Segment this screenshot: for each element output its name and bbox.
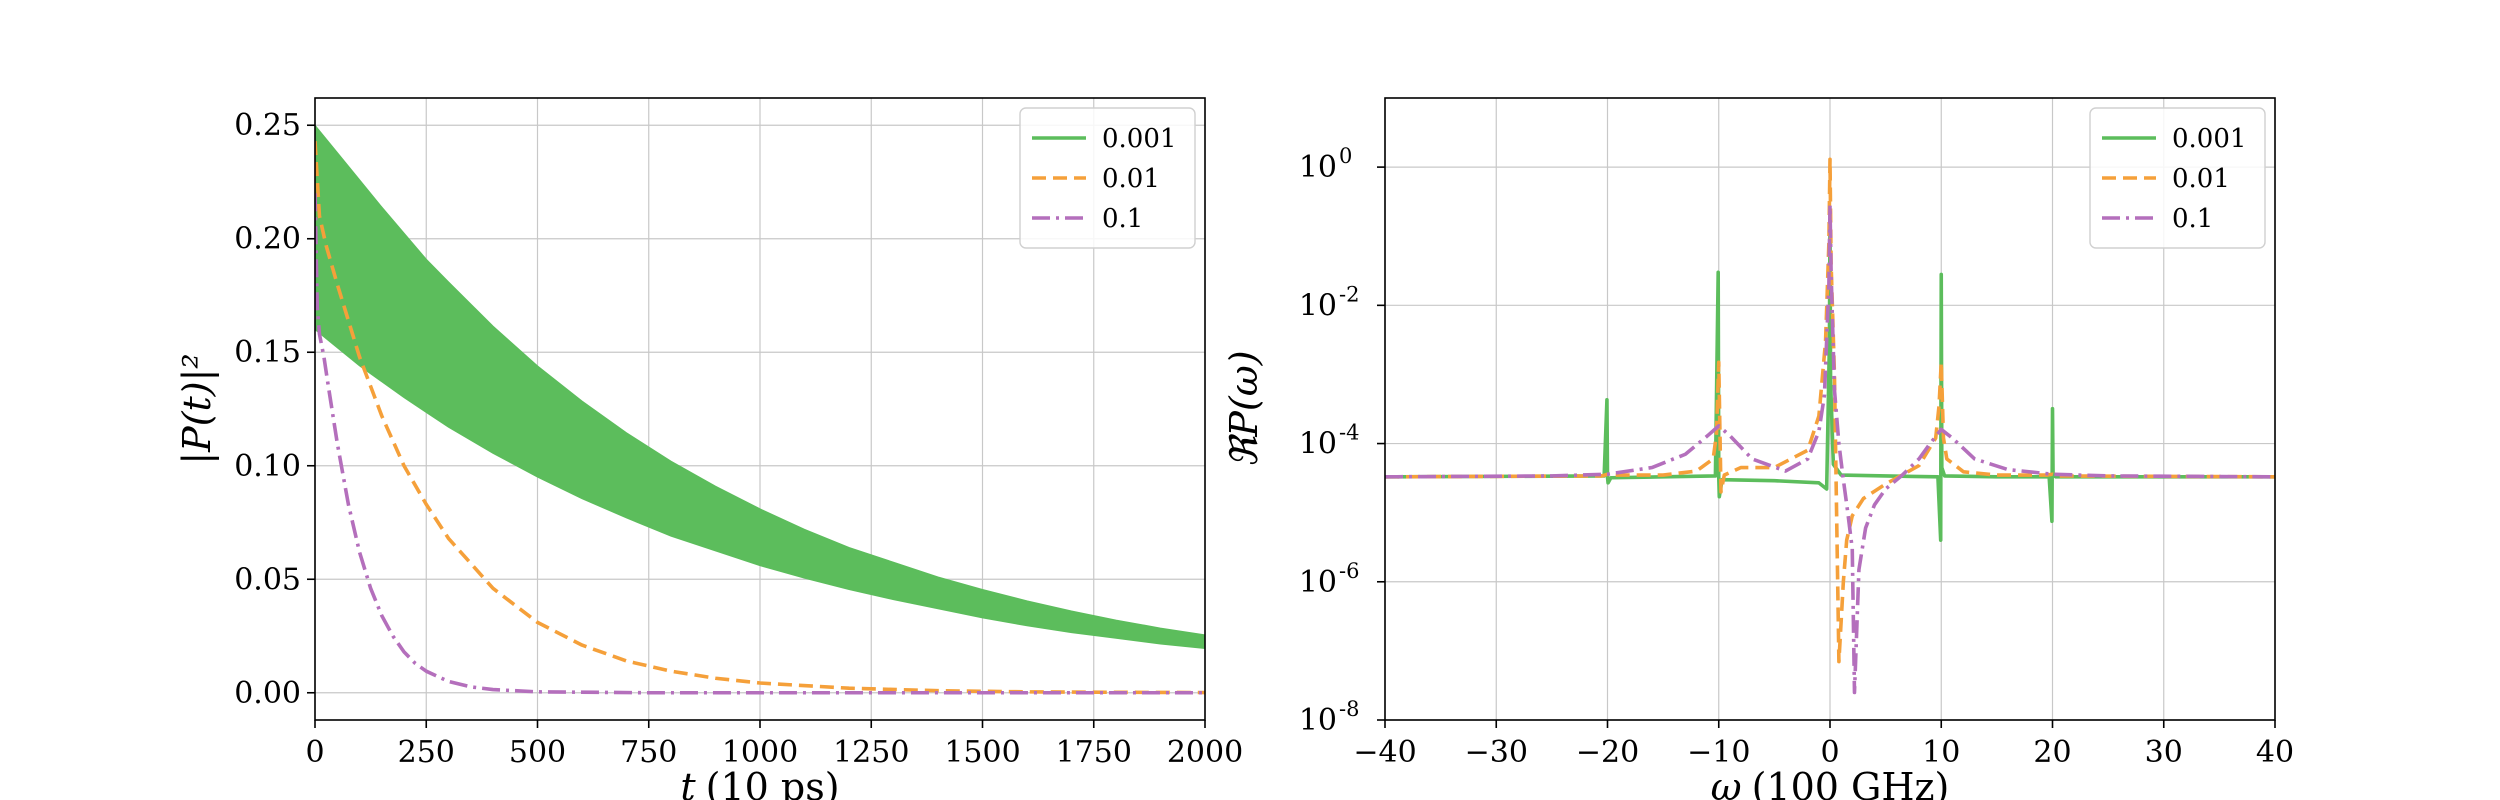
- x-tick-label: 1500: [944, 735, 1020, 770]
- y-tick-label: 0.20: [234, 222, 301, 257]
- series-line-0.1: [315, 193, 1205, 695]
- y-tick-label: 0.15: [234, 335, 301, 370]
- x-axis-label-var: ω: [1711, 765, 1742, 800]
- x-tick-label: 500: [509, 735, 566, 770]
- y-axis-label: ℜP(ω): [1222, 350, 1266, 467]
- x-tick-label: −40: [1353, 735, 1416, 770]
- left-chart: 0 250 500 750 1000 1250 1500 1750 2000 0.00 0.05 0.…: [175, 97, 1243, 800]
- legend: 0.001 0.01 0.1: [2089, 107, 2266, 249]
- y-tick-exponent: -4: [1339, 421, 1359, 445]
- legend-box: [2089, 107, 2266, 249]
- x-axis-label-var: t: [680, 765, 696, 800]
- y-tick-label: 10: [1299, 150, 1337, 185]
- y-tick-exponent: -6: [1339, 559, 1359, 583]
- y-tick-label: 0.10: [234, 449, 301, 484]
- series-line-0.1: [1385, 203, 2275, 695]
- x-axis-label-unit: (100 GHz): [1752, 765, 1950, 800]
- x-tick-label: 1250: [833, 735, 909, 770]
- y-tick-label: 10: [1299, 427, 1337, 462]
- legend-box: [1019, 107, 1196, 249]
- y-tick-exponent: -2: [1339, 282, 1359, 306]
- x-tick-label: 750: [620, 735, 677, 770]
- y-tick-label: 10: [1299, 703, 1337, 738]
- x-tick-label: 30: [2145, 735, 2183, 770]
- x-tick-label: 0: [1820, 735, 1839, 770]
- y-axis-label: |P(t)|²: [175, 353, 219, 464]
- legend-label: 0.01: [2172, 164, 2230, 194]
- y-tick-label: 0.25: [234, 108, 301, 143]
- legend-label: 0.001: [2172, 124, 2246, 154]
- y-tick-label: 0.00: [234, 676, 301, 711]
- series-band-0.001: [315, 124, 1205, 649]
- x-tick-label: 40: [2256, 735, 2294, 770]
- x-tick-label: −10: [1687, 735, 1750, 770]
- series-line-0.01: [315, 141, 1205, 695]
- x-axis-label-unit: (10 ps): [706, 765, 840, 800]
- y-tick-label: 10: [1299, 565, 1337, 600]
- y-tick-exponent: -8: [1339, 697, 1359, 721]
- y-tick-label: 10: [1299, 288, 1337, 323]
- legend-label: 0.1: [1102, 204, 1143, 234]
- x-tick-label: 10: [1922, 735, 1960, 770]
- x-tick-label: 1750: [1056, 735, 1132, 770]
- legend-label: 0.01: [1102, 164, 1160, 194]
- series-group: [315, 124, 1205, 695]
- x-tick-label: −20: [1576, 735, 1639, 770]
- y-tick-exponent: 0: [1339, 144, 1352, 168]
- x-tick-label: −30: [1465, 735, 1528, 770]
- legend: 0.001 0.01 0.1: [1019, 107, 1196, 249]
- x-tick-label: 20: [2033, 735, 2071, 770]
- legend-label: 0.1: [2172, 204, 2213, 234]
- x-tick-label: 1000: [722, 735, 798, 770]
- legend-label: 0.001: [1102, 124, 1176, 154]
- x-axis-label: t (10 ps): [680, 765, 839, 800]
- x-tick-label: 0: [305, 735, 324, 770]
- x-axis-label: ω (100 GHz): [1711, 765, 1950, 800]
- x-tick-label: 2000: [1167, 735, 1243, 770]
- x-tick-label: 250: [398, 735, 455, 770]
- y-tick-label: 0.05: [234, 562, 301, 597]
- series-group: [1385, 157, 2275, 695]
